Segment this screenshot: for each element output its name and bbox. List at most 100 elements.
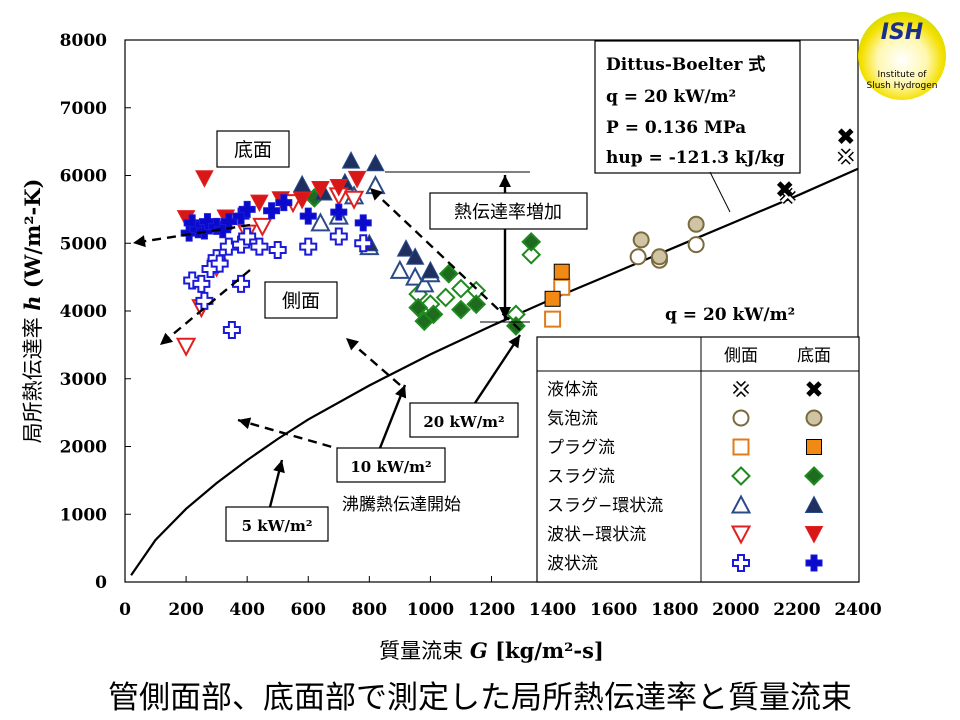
point-side-6 (238, 227, 257, 246)
increase-arrow-up-head (499, 175, 511, 187)
dittus-boelter-line (130, 167, 859, 576)
arrow-bottom-left-head (133, 235, 146, 248)
onset-label: 沸騰熱伝達開始 (342, 495, 461, 515)
axes: 0 200 400 600 800 1000 1200 1400 1600 1800 2000 220… (20, 31, 882, 663)
point-bottom-6 (263, 202, 281, 220)
point-bottom-4 (405, 247, 425, 265)
point-side-6 (210, 254, 229, 273)
point-side-6 (329, 227, 348, 246)
y-tick-label: 6000 (60, 167, 107, 187)
legend-marker-bottom (806, 439, 822, 455)
point-bottom-4 (396, 239, 416, 257)
legend-marker-side (732, 438, 750, 456)
point-bottom-2 (544, 290, 561, 307)
arrow-onset-10-head (346, 338, 359, 351)
point-side-6 (268, 241, 287, 260)
legend-label: 波状−環状流 (547, 525, 646, 545)
x-tick-label: 1400 (529, 600, 576, 620)
point-bottom-3 (408, 297, 429, 318)
db-leader (709, 171, 731, 213)
point-side-4 (389, 259, 411, 279)
legend-marker-side (732, 554, 750, 572)
y-axis-label: 局所熱伝達率 h (W/m²-K) (20, 179, 45, 444)
point-bottom-5 (347, 170, 367, 189)
ish-logo: ISH Institute of Slush Hydrogen (858, 12, 946, 100)
point-side-4 (310, 212, 331, 232)
logo-subtitle: Institute of Slush Hydrogen (858, 70, 946, 92)
legend-label: スラグ−環状流 (547, 496, 663, 516)
y-tick-label: 4000 (60, 302, 107, 322)
x-tick-label: 2400 (834, 600, 881, 620)
dittus-boelter-curve-layer (130, 167, 859, 576)
logo-title: ISH (880, 20, 924, 45)
point-bottom-1 (632, 231, 650, 249)
arrow-onset-20 (369, 187, 521, 331)
onset-20-arrow-shaft (473, 334, 522, 404)
x-axis-label-symbol: G (470, 638, 488, 663)
point-side-3 (521, 244, 542, 265)
data-points (175, 128, 854, 357)
legend-marker-bottom (806, 381, 822, 397)
x-tick-label: 1800 (651, 600, 698, 620)
db-line4: hup = -121.3 kJ/kg (606, 148, 785, 168)
arrow-bottom-left (132, 223, 251, 248)
point-bottom-3 (466, 294, 487, 315)
x-tick-label: 200 (168, 600, 204, 620)
increase-arrow-down-head (499, 307, 511, 319)
x-tick-label: 600 (291, 600, 327, 620)
point-side-5 (343, 190, 365, 210)
legend-label: 波状流 (547, 554, 598, 574)
point-bottom-5 (329, 179, 349, 197)
point-bottom-0-stroke-b (838, 128, 854, 144)
point-bottom-6 (330, 203, 348, 221)
legend-marker-bottom (805, 554, 823, 572)
point-bottom-5 (195, 170, 214, 188)
point-side-1 (687, 236, 705, 254)
y-tick-label: 2000 (60, 438, 107, 458)
arrow-onset-5-head (238, 417, 252, 430)
legend-marker-side (730, 494, 752, 514)
point-side-6 (195, 291, 214, 310)
db-box (594, 40, 801, 174)
point-side-6 (219, 237, 238, 256)
y-axis-label-main: 局所熱伝達率 (21, 311, 45, 444)
y-tick-label: 8000 (60, 31, 107, 51)
point-side-1 (629, 248, 647, 266)
x-tick-label: 400 (229, 600, 265, 620)
logo-line2: Slush Hydrogen (866, 81, 938, 91)
point-side-6 (299, 237, 318, 256)
point-bottom-6 (275, 194, 293, 212)
legend-marker-side-inner-b (733, 381, 749, 397)
point-bottom-6 (220, 213, 238, 231)
legend-marker-side (730, 525, 752, 545)
legend-marker-bottom (804, 526, 824, 544)
x-tick-label: 1000 (407, 600, 454, 620)
point-bottom-3 (451, 299, 471, 320)
point-bottom-4 (341, 151, 361, 169)
point-side-3 (451, 278, 471, 299)
legend-label: 液体流 (547, 380, 598, 400)
onset-5-box (225, 506, 329, 542)
legend-marker-side (732, 380, 750, 398)
arrow-bottom-left-shaft (132, 223, 251, 245)
slide-caption: 管側面部、底面部で測定した局所熱伝達率と質量流束 (108, 680, 852, 716)
side-label-text: 側面 (282, 290, 320, 312)
point-side-2 (544, 310, 562, 328)
y-tick-label: 7000 (60, 99, 107, 119)
chart: 0 200 400 600 800 1000 1200 1400 1600 1800 2000 220… (20, 31, 882, 663)
db-line3: P = 0.136 MPa (606, 118, 746, 138)
onset-10-arrow (378, 384, 407, 449)
point-bottom-3 (438, 263, 459, 284)
legend-marker-side (731, 466, 751, 486)
increase-label-box (429, 192, 588, 230)
point-bottom-4 (421, 260, 440, 279)
logo-line1: Institute of (877, 70, 927, 80)
arrow-side-left-shaft (159, 269, 251, 346)
point-bottom-1 (687, 215, 705, 233)
point-side-0 (837, 148, 854, 165)
x-tick-label: 1600 (590, 600, 637, 620)
legend-header-bottom: 底面 (797, 346, 831, 366)
onset-10-text: 10 kW/m² (350, 458, 431, 476)
